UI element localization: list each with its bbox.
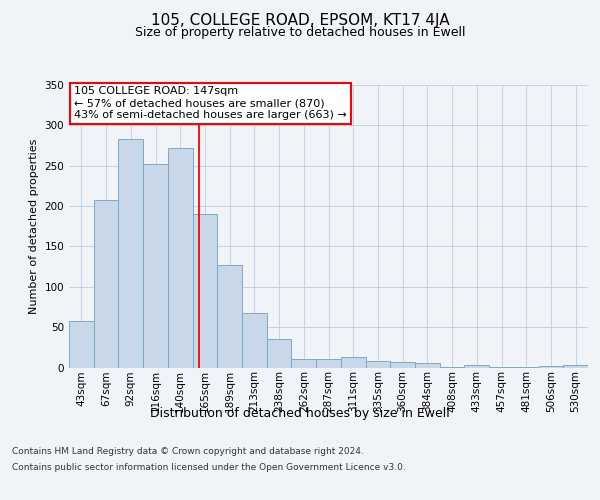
Text: 105 COLLEGE ROAD: 147sqm
← 57% of detached houses are smaller (870)
43% of semi-: 105 COLLEGE ROAD: 147sqm ← 57% of detach… — [74, 86, 347, 120]
Bar — [539, 366, 563, 368]
Text: Contains HM Land Registry data © Crown copyright and database right 2024.: Contains HM Land Registry data © Crown c… — [12, 448, 364, 456]
Bar — [292, 360, 316, 368]
Bar — [489, 366, 514, 368]
Bar — [316, 360, 341, 368]
Bar — [440, 366, 464, 368]
Bar — [168, 148, 193, 368]
Bar — [267, 339, 292, 368]
Bar — [365, 361, 390, 368]
Bar — [94, 200, 118, 368]
Bar — [390, 362, 415, 368]
Bar — [242, 312, 267, 368]
Bar — [514, 366, 539, 368]
Text: Distribution of detached houses by size in Ewell: Distribution of detached houses by size … — [150, 408, 450, 420]
Y-axis label: Number of detached properties: Number of detached properties — [29, 138, 39, 314]
Bar — [193, 214, 217, 368]
Bar — [69, 320, 94, 368]
Text: Size of property relative to detached houses in Ewell: Size of property relative to detached ho… — [135, 26, 465, 39]
Bar — [464, 365, 489, 368]
Bar — [217, 265, 242, 368]
Bar — [341, 357, 365, 368]
Bar — [118, 139, 143, 368]
Bar — [143, 164, 168, 368]
Bar — [415, 364, 440, 368]
Text: 105, COLLEGE ROAD, EPSOM, KT17 4JA: 105, COLLEGE ROAD, EPSOM, KT17 4JA — [151, 12, 449, 28]
Bar — [563, 365, 588, 368]
Text: Contains public sector information licensed under the Open Government Licence v3: Contains public sector information licen… — [12, 462, 406, 471]
